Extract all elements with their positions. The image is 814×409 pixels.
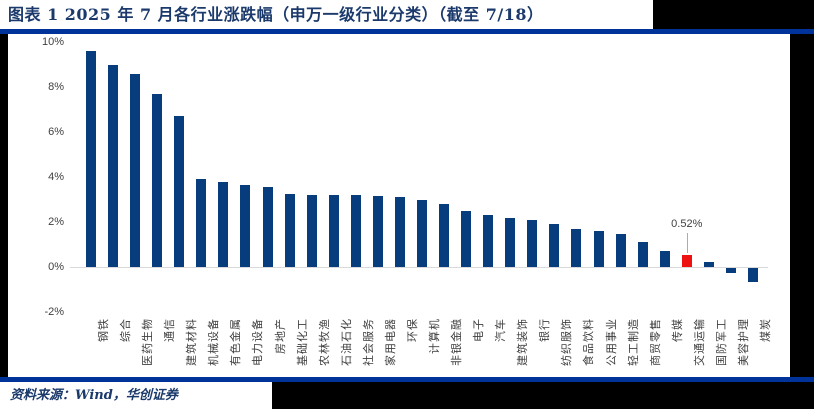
- bar: [615, 234, 626, 267]
- bar: [505, 217, 516, 267]
- category-label: 家用电器: [384, 318, 397, 366]
- figure-title: 图表 1 2025 年 7 月各行业涨跌幅（申万一级行业分类）（截至 7/18）: [8, 5, 544, 24]
- category-label: 建筑材料: [186, 318, 199, 366]
- bar: [306, 195, 317, 267]
- bar: [394, 197, 405, 267]
- bar: [659, 251, 670, 267]
- bar: [350, 195, 361, 267]
- category-label: 房地产: [274, 318, 287, 354]
- bar: [417, 199, 427, 267]
- bar-chart-area: 10% 8% 6% 4% 2% 0% -2% 钢铁 综合 医药生物 通信 建筑材料 机械设备 有色金属 电力…: [8, 34, 790, 377]
- category-label: 农林牧渔: [318, 318, 331, 366]
- category-label: 电力设备: [252, 318, 265, 366]
- category-label: 石油石化: [340, 318, 353, 366]
- bar: [725, 268, 736, 273]
- bar: [196, 179, 207, 267]
- category-label: 纺织服饰: [561, 318, 574, 366]
- category-label: 建筑装饰: [517, 318, 530, 366]
- bar: [483, 215, 494, 267]
- y-axis-tick-label: 10%: [41, 36, 64, 48]
- bar: [372, 196, 383, 267]
- y-axis-tick-label: 8%: [48, 81, 64, 93]
- figure-title-band: 图表 1 2025 年 7 月各行业涨跌幅（申万一级行业分类）（截至 7/18）: [0, 0, 653, 29]
- bar: [108, 64, 119, 267]
- bar: [328, 195, 339, 267]
- category-label: 交通运输: [693, 318, 706, 366]
- highlight-value-label: 0.52%: [671, 218, 703, 230]
- category-label: 综合: [120, 318, 133, 342]
- title-rule: [0, 29, 814, 34]
- bottom-rule: [0, 377, 814, 382]
- category-label: 医药生物: [142, 318, 155, 366]
- category-label: 食品饮料: [583, 318, 596, 366]
- bar: [218, 181, 229, 267]
- source-text: 资料来源：Wind，华创证券: [10, 388, 178, 403]
- category-label: 汽车: [495, 318, 508, 342]
- category-label: 社会服务: [362, 318, 375, 366]
- bar: [593, 231, 604, 267]
- category-label: 银行: [539, 318, 552, 342]
- y-axis-tick-label: 6%: [48, 126, 64, 138]
- category-label: 公用事业: [605, 318, 618, 366]
- bar: [86, 51, 97, 267]
- category-label: 基础化工: [296, 318, 309, 366]
- bar: [549, 224, 560, 267]
- y-axis-tick-label: 2%: [48, 216, 64, 228]
- category-label: 非银金融: [451, 318, 464, 366]
- category-label: 电子: [473, 318, 486, 342]
- category-label: 通信: [164, 318, 177, 342]
- bar: [637, 242, 648, 267]
- category-label: 美容护理: [737, 318, 750, 366]
- bar: [461, 210, 472, 267]
- bar: [747, 268, 758, 283]
- bar: [439, 204, 450, 267]
- bar: [240, 184, 251, 267]
- bar: [130, 73, 141, 267]
- category-label: 轻工制造: [627, 318, 640, 366]
- bar: [703, 262, 714, 267]
- source-band: 资料来源：Wind，华创证券: [0, 382, 272, 409]
- x-axis-line: [70, 267, 768, 268]
- category-label: 环保: [406, 318, 419, 342]
- bar: [527, 219, 538, 267]
- category-label: 机械设备: [208, 318, 221, 366]
- y-axis-tick-label: 0%: [48, 261, 64, 273]
- bar: [174, 116, 185, 267]
- category-label: 有色金属: [230, 318, 243, 366]
- category-label: 计算机: [429, 318, 441, 354]
- leader-line: [686, 233, 688, 254]
- category-label: 国防军工: [715, 318, 728, 366]
- bar-highlighted: [681, 255, 692, 267]
- y-axis-tick-label: -2%: [44, 306, 64, 318]
- category-label: 传媒: [671, 318, 684, 342]
- bar: [284, 193, 295, 267]
- category-label: 煤炭: [759, 318, 772, 342]
- bar: [262, 187, 273, 267]
- bar: [152, 93, 163, 267]
- category-label: 钢铁: [98, 318, 111, 342]
- bar: [571, 228, 582, 267]
- y-axis-tick-label: 4%: [48, 171, 64, 183]
- category-label: 商贸零售: [649, 318, 662, 366]
